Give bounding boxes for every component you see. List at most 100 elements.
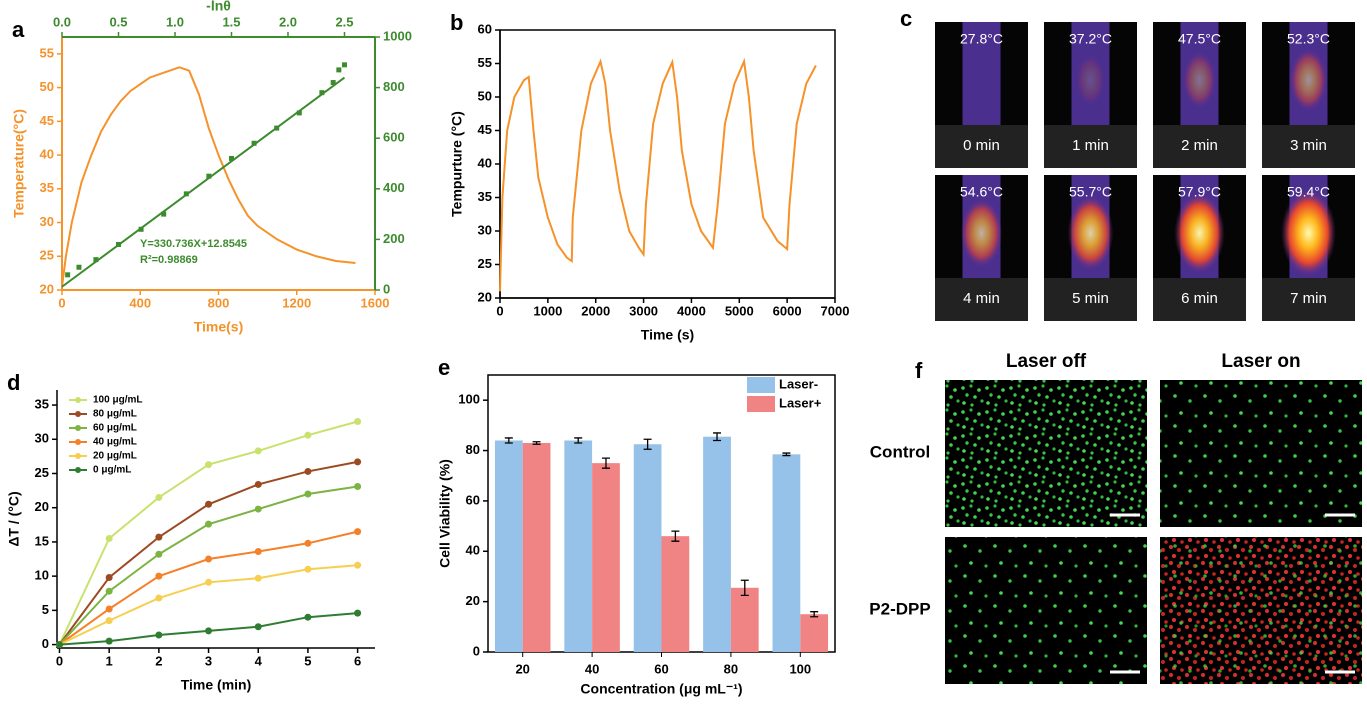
x-tick-label: 20 [515,661,529,676]
temperature-label: 37.2°C [1069,31,1112,47]
tick-label: 40 [478,155,492,170]
data-point [304,565,312,573]
time-label: 0 min [963,137,1000,154]
tick-label: 0.0 [53,14,71,29]
legend-label: 0 μg/mL [93,465,131,476]
data-point [254,447,262,455]
hot-spot [1281,190,1336,276]
data-point [304,539,312,547]
data-point [304,490,312,498]
time-label: 1 min [1072,137,1109,154]
x2-axis-title: -lnθ [206,0,231,14]
caption-bar [935,278,1028,321]
x-axis-title: Time(s) [194,319,244,335]
data-point [304,431,312,439]
legend-label: 40 μg/mL [93,437,137,448]
tick-label: 30 [40,214,54,229]
data-line [61,76,346,288]
tick-label: 25 [40,248,54,263]
data-point [254,623,262,631]
tick-label: 20 [40,281,54,296]
hot-spot [1067,196,1114,270]
data-point [254,548,262,556]
bar [772,454,801,652]
temperature-label: 54.6°C [960,184,1003,200]
bar [564,440,593,652]
y-axis-title: Temperature(°C) [11,109,27,218]
x-axis-title: Time (min) [181,677,252,693]
panel-label: f [915,358,923,383]
tick-label: 600 [383,130,405,145]
tick-label: 1000 [533,303,562,318]
row-label: Control [870,442,930,461]
hot-spot [1076,55,1105,105]
data-point [254,505,262,513]
data-point [105,605,113,613]
scatter-point [296,110,302,116]
tick-label: 5 [304,653,311,668]
hot-spot [1289,49,1328,111]
temperature-label: 55.7°C [1069,184,1112,200]
tick-label: 50 [478,88,492,103]
x-axis-title: Concentration (μg mL⁻¹) [580,681,742,697]
tick-label: 20 [35,499,49,514]
cell-stain [1160,537,1362,684]
tick-label: 45 [478,122,492,137]
data-point [155,594,163,602]
tick-label: 15 [35,533,49,548]
bar [661,536,690,652]
bar [592,463,620,652]
tick-label: 0 [56,653,63,668]
cell-stain [945,380,1147,527]
caption-bar [1044,125,1137,168]
data-point [105,617,113,625]
hot-spot [1174,193,1225,273]
caption-bar [1262,125,1355,168]
tick-label: 1000 [383,28,412,43]
error-bar [671,530,680,542]
tick-label: 0 [473,643,480,658]
temperature-label: 27.8°C [960,31,1003,47]
data-point [155,550,163,558]
data-point [155,493,163,501]
data-point [354,417,362,425]
data-point [105,637,113,645]
tick-label: 800 [208,295,230,310]
tick-label: 60 [466,492,480,507]
error-bar [713,432,722,442]
legend-label: 80 μg/mL [93,409,137,420]
cell-stain [945,537,1147,684]
tick-label: 1.0 [166,14,184,29]
data-point [205,578,213,586]
caption-bar [1262,278,1355,321]
tick-label: 7000 [821,303,850,318]
tick-label: 30 [35,431,49,446]
error-bar [643,438,652,450]
time-label: 2 min [1181,137,1218,154]
temperature-label: 57.9°C [1178,184,1221,200]
scatter-point [330,80,336,86]
tick-label: 35 [35,396,49,411]
error-bar [532,441,541,445]
tick-label: 3000 [629,303,658,318]
scatter-point [161,211,167,217]
data-point [55,641,63,649]
annotation: R²=0.98869 [140,254,198,266]
column-label: Laser off [1006,351,1087,372]
legend-marker [75,453,81,459]
legend-marker [75,425,81,431]
tick-label: 25 [35,465,49,480]
legend-label: Laser- [779,376,818,391]
caption-bar [1153,125,1246,168]
x-tick-label: 60 [654,661,668,676]
tick-label: 20 [478,289,492,304]
temperature-label: 52.3°C [1287,31,1330,47]
tick-label: 1.5 [222,14,240,29]
legend-label: 60 μg/mL [93,423,137,434]
tick-label: 80 [466,442,480,457]
tick-label: 40 [466,543,480,558]
tick-label: 20 [466,593,480,608]
data-line [499,57,817,292]
bar [730,587,759,652]
x-tick-label: 100 [789,661,811,676]
